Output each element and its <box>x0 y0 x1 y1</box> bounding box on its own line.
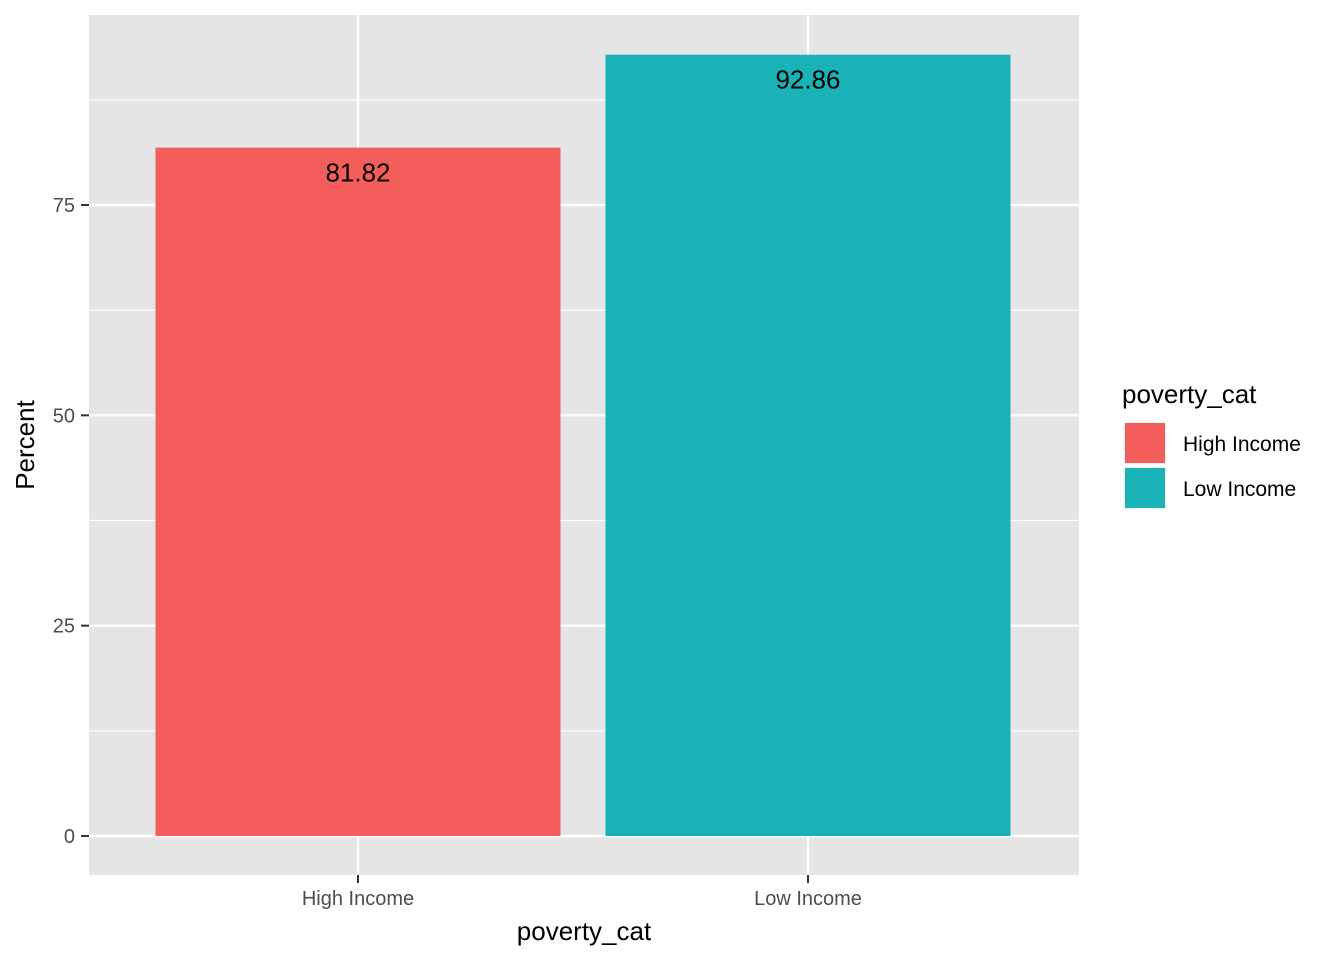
y-tick-label: 25 <box>53 616 75 638</box>
x-tick-label: High Income <box>302 888 414 910</box>
y-tick-label: 0 <box>64 826 75 848</box>
legend-title: poverty_cat <box>1122 379 1257 409</box>
legend-swatch <box>1125 423 1165 463</box>
legend-label: Low Income <box>1183 478 1296 501</box>
x-axis-title: poverty_cat <box>517 916 652 946</box>
bars <box>155 54 1011 837</box>
bar-low-income <box>605 54 1011 837</box>
legend-swatch <box>1125 468 1165 508</box>
x-axis: High Income Low Income <box>302 875 862 910</box>
legend-label: High Income <box>1183 433 1301 456</box>
y-tick-label: 50 <box>53 405 75 427</box>
bar-high-income <box>155 147 561 836</box>
bar-value-label: 81.82 <box>325 158 390 188</box>
legend: poverty_cat High Income Low Income <box>1122 379 1301 509</box>
y-tick-label: 75 <box>53 195 75 217</box>
bar-labels: 81.82 92.86 <box>325 65 840 188</box>
y-axis-title: Percent <box>10 399 40 489</box>
y-axis: 0 25 50 75 <box>53 195 89 848</box>
x-tick-label: Low Income <box>754 888 862 910</box>
bar-value-label: 92.86 <box>775 65 840 95</box>
